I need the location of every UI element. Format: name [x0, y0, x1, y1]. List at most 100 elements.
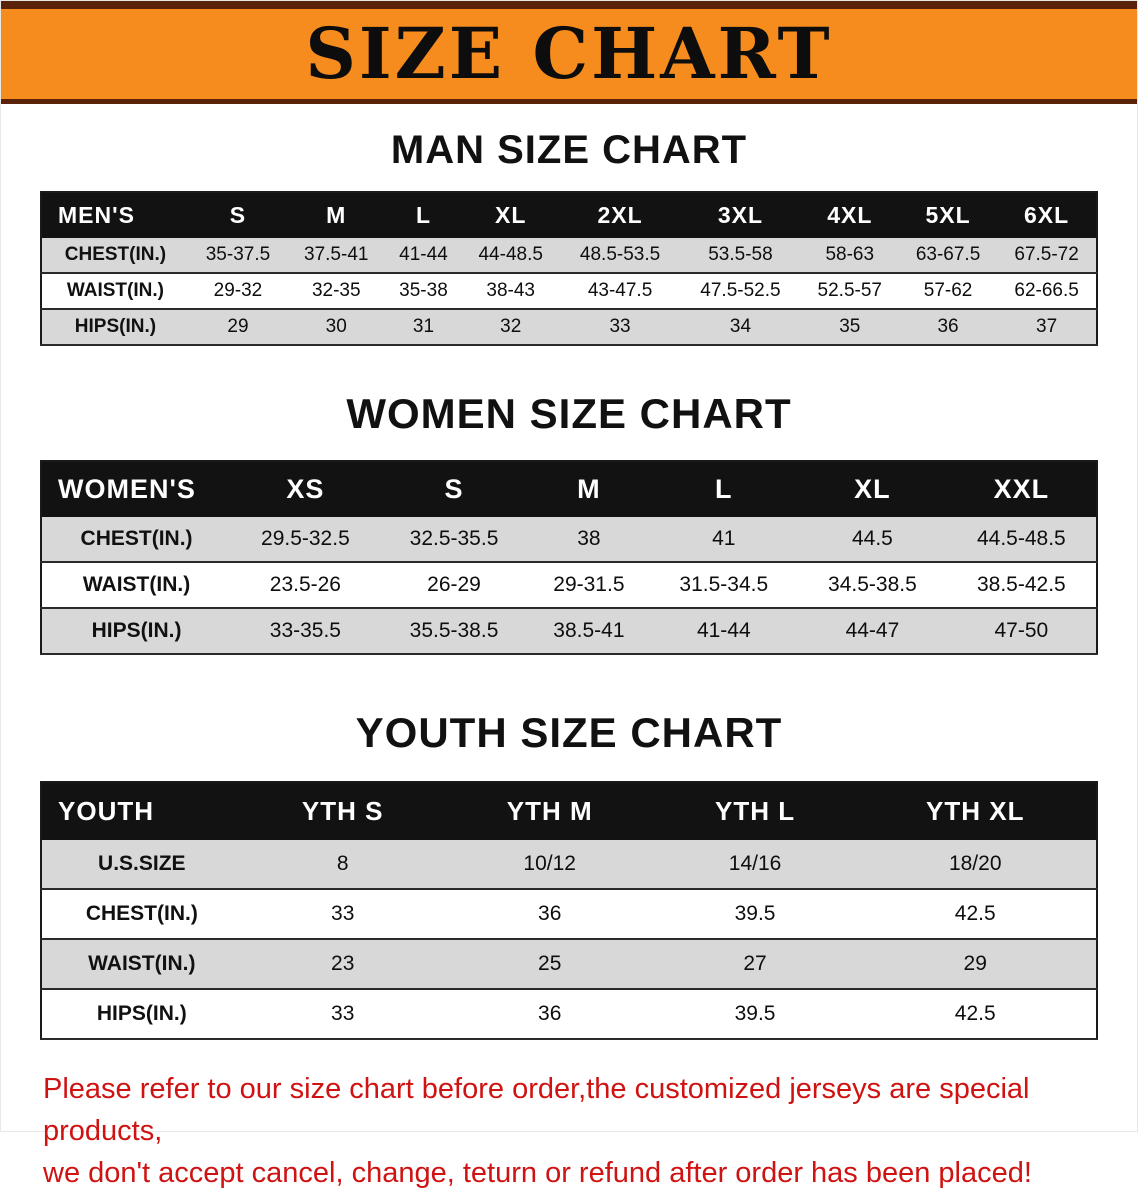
size-label-cell: XL: [798, 461, 947, 517]
row-label-cell: WAIST(IN.): [88, 952, 196, 975]
value-cell: 23: [331, 952, 355, 975]
table-title-cell: MEN'S: [41, 192, 189, 238]
size-label-cell: YTH M: [443, 782, 656, 840]
size-label-cell: YTH S: [241, 782, 444, 840]
value-cell: 36: [538, 1002, 562, 1025]
value-cell: 23.5-26: [269, 573, 341, 596]
row-label-cell: HIPS(IN.): [91, 619, 182, 642]
value-cell: 44-48.5: [478, 244, 543, 265]
value-cell: 41: [712, 527, 736, 550]
measurement-row: WAIST(IN.) 29-32 32-35 35-38 38-43 43-47.5 47.…: [41, 273, 1097, 309]
value-cell: 29: [963, 952, 987, 975]
measurement-row: WAIST(IN.) 23.5-26 26-29 29-31.5 31.5-34.5 34…: [41, 562, 1097, 608]
value-cell: 35.5-38.5: [409, 619, 499, 642]
size-label-cell: YTH L: [655, 782, 855, 840]
row-label-cell: CHEST(IN.): [80, 527, 193, 550]
value-cell: 42.5: [954, 1002, 996, 1025]
youth-section-heading: YOUTH SIZE CHART: [355, 709, 783, 756]
size-label-cell: YTH XL: [854, 782, 1097, 840]
measurement-row: CHEST(IN.) 29.5-32.5 32.5-35.5 38 41 44.5 44.5…: [41, 517, 1097, 562]
value-cell: 58-63: [825, 244, 875, 265]
value-cell: 27: [743, 952, 767, 975]
measurement-row: HIPS(IN.) 29 30 31 32 33 34 35 36 37: [41, 309, 1097, 345]
size-chart-banner: SIZE CHART: [1, 1, 1137, 104]
value-cell: 34: [729, 316, 752, 337]
value-cell: 26-29: [427, 573, 481, 596]
value-cell: 38-43: [486, 280, 536, 301]
value-cell: 34.5-38.5: [828, 573, 917, 596]
measurement-row: WAIST(IN.) 23 25 27 29: [41, 939, 1097, 989]
value-cell: 39.5: [734, 1002, 776, 1025]
size-label-cell: S: [379, 461, 529, 517]
size-label-cell: 3XL: [680, 192, 801, 238]
value-cell: 35: [839, 316, 861, 337]
value-cell: 33-35.5: [269, 619, 341, 642]
value-cell: 32: [500, 316, 522, 337]
value-cell: 37.5-41: [304, 244, 369, 265]
value-cell: 35-37.5: [205, 244, 271, 265]
size-label-cell: XS: [231, 461, 380, 517]
value-cell: 18/20: [948, 852, 1002, 875]
disclaimer: Please refer to our size chart before or…: [43, 1068, 1117, 1194]
value-cell: 30: [325, 316, 347, 337]
value-cell: 42.5: [954, 902, 996, 925]
value-cell: 37: [1036, 316, 1058, 337]
youth-size-section: YOUTH SIZE CHART YOUTH YTH S YTH M YTH L YTH…: [1, 709, 1137, 1040]
row-label-cell: CHEST(IN.): [64, 244, 167, 265]
header-row: WOMEN'S XS S M L XL XXL: [41, 461, 1097, 517]
value-cell: 44.5-48.5: [976, 527, 1066, 550]
value-cell: 57-62: [923, 280, 973, 301]
women-size-section: WOMEN SIZE CHART WOMEN'S XS S M L XL XXL CHEST(…: [1, 390, 1137, 655]
value-cell: 38.5-41: [553, 619, 625, 642]
header-row: MEN'S S M L XL 2XL 3XL 4XL 5XL 6XL: [41, 192, 1097, 238]
value-cell: 43-47.5: [587, 280, 653, 301]
measurement-row: HIPS(IN.) 33-35.5 35.5-38.5 38.5-41 41-44 44-…: [41, 608, 1097, 654]
value-cell: 33: [331, 902, 355, 925]
value-cell: 36: [937, 316, 959, 337]
row-label-cell: WAIST(IN.): [66, 280, 164, 301]
value-cell: 52.5-57: [817, 280, 882, 301]
value-cell: 38: [577, 527, 601, 550]
value-cell: 35-38: [399, 280, 448, 301]
value-cell: 53.5-58: [708, 244, 773, 265]
value-cell: 39.5: [734, 902, 776, 925]
value-cell: 14/16: [728, 852, 782, 875]
size-label-cell: L: [385, 192, 462, 238]
women-size-table: WOMEN'S XS S M L XL XXL CHEST(IN.) 29.5-32.5 32.5…: [40, 460, 1098, 655]
size-label-cell: 2XL: [559, 192, 681, 238]
value-cell: 29-31.5: [553, 573, 625, 596]
value-cell: 32-35: [311, 280, 361, 301]
size-label-cell: XL: [461, 192, 560, 238]
value-cell: 36: [538, 902, 562, 925]
value-cell: 29-32: [213, 280, 263, 301]
value-cell: 67.5-72: [1014, 244, 1079, 265]
row-label-cell: U.S.SIZE: [98, 852, 186, 875]
measurement-row: U.S.SIZE 8 10/12 14/16 18/20: [41, 840, 1097, 889]
table-title-cell: WOMEN'S: [41, 461, 232, 517]
table-title-cell: YOUTH: [41, 782, 242, 840]
value-cell: 29.5-32.5: [261, 527, 350, 550]
value-cell: 47-50: [994, 619, 1049, 642]
size-label-cell: XXL: [946, 461, 1097, 517]
value-cell: 32.5-35.5: [409, 527, 499, 550]
value-cell: 41-44: [696, 619, 751, 642]
banner-title: SIZE CHART: [305, 12, 833, 95]
size-label-cell: 6XL: [997, 192, 1097, 238]
value-cell: 29: [227, 316, 249, 337]
value-cell: 10/12: [523, 852, 576, 875]
size-label-cell: 5XL: [898, 192, 998, 238]
size-label-cell: L: [649, 461, 799, 517]
value-cell: 44-47: [845, 619, 900, 642]
men-size-section: MAN SIZE CHART MEN'S S M L XL 2XL 3XL 4XL 5XL 6XL…: [1, 128, 1137, 346]
row-label-cell: WAIST(IN.): [82, 573, 191, 596]
value-cell: 25: [538, 952, 562, 975]
row-label-cell: CHEST(IN.): [85, 902, 198, 925]
value-cell: 48.5-53.5: [579, 244, 661, 265]
size-label-cell: S: [188, 192, 288, 238]
value-cell: 8: [336, 852, 349, 875]
youth-size-table: YOUTH YTH S YTH M YTH L YTH XL U.S.SIZE 8 10/12…: [40, 781, 1098, 1040]
value-cell: 31.5-34.5: [679, 573, 769, 596]
women-section-heading: WOMEN SIZE CHART: [346, 390, 792, 437]
size-label-cell: M: [287, 192, 386, 238]
value-cell: 44.5: [851, 527, 893, 550]
